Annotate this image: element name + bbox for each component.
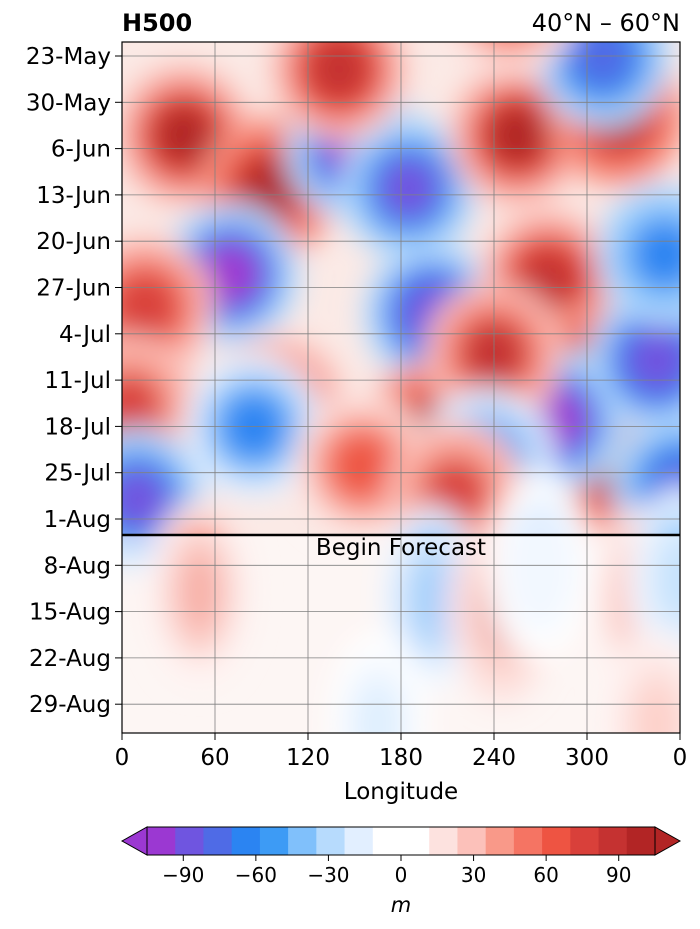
y-tick-label-3: 13-Jun [36, 183, 111, 209]
colorbar-segment-15 [570, 827, 600, 855]
colorbar-label: m [391, 893, 411, 917]
colorbar-tick-label-5: 60 [533, 863, 558, 887]
colorbar-extend-high [654, 826, 682, 856]
anomaly-blob-9-level-2 [570, 42, 635, 90]
anomaly-blob-7-level-2 [485, 101, 550, 169]
x-tick-label-3: 180 [379, 745, 423, 771]
y-tick-label-5: 27-Jun [36, 276, 111, 302]
anomaly-blob-20-level-2 [122, 372, 162, 441]
anomaly-blob-26-level-2 [330, 432, 395, 500]
y-tick-label-9: 25-Jul [44, 461, 111, 487]
colorbar-segment-12 [485, 827, 515, 855]
forecast-begin-annotation: Begin Forecast [316, 535, 486, 561]
y-tick-label-6: 4-Jul [59, 322, 111, 348]
x-tick-label-6: 0 [673, 745, 688, 771]
anomaly-blob-25-level-1 [475, 42, 544, 56]
colorbar-segment-10 [429, 827, 458, 855]
colorbar-tick-label-6: 90 [606, 863, 631, 887]
x-axis-label: Longitude [344, 779, 458, 805]
y-tick-label-2: 6-Jun [51, 137, 111, 163]
x-axis-ticks: 0 60 120 180 240 300 0 [115, 733, 688, 771]
y-tick-label-0: 23-May [26, 44, 111, 70]
anomaly-blob-21-level-2 [122, 465, 170, 533]
colorbar-segment-1 [175, 827, 204, 855]
anomaly-blob-19-level-2 [122, 273, 178, 341]
colorbar-tick-label-1: −60 [235, 863, 277, 887]
x-tick-label-0: 0 [115, 745, 130, 771]
colorbar-segment-9 [401, 827, 430, 855]
chart-title-right: 40°N – 60°N [532, 9, 680, 37]
colorbar-segment-7 [344, 827, 374, 855]
y-tick-label-8: 18-Jul [44, 414, 111, 440]
y-tick-label-11: 8-Aug [44, 553, 111, 579]
anomaly-blob-14-level-2 [624, 326, 680, 394]
colorbar-segment-3 [231, 827, 261, 855]
anomaly-blob-6-level-2 [306, 42, 372, 103]
colorbar-tick-label-2: −30 [307, 863, 349, 887]
anomaly-blob-3-level-2 [376, 154, 441, 222]
anomaly-blob-25-level-0 [451, 42, 568, 76]
colorbar-tick-label-4: 30 [461, 863, 486, 887]
anomaly-blob-1-level-2 [237, 154, 302, 222]
colorbar-segment-2 [203, 827, 233, 855]
colorbar: −90 −60 −30 0 30 60 90 [120, 826, 682, 887]
y-tick-label-12: 15-Aug [29, 600, 111, 626]
colorbar-extend-low [120, 826, 148, 856]
y-tick-label-1: 30-May [26, 90, 111, 116]
y-tick-label-13: 22-Aug [29, 646, 111, 672]
colorbar-segment-5 [288, 827, 317, 855]
chart-title-left: H500 [122, 9, 192, 37]
colorbar-segment-13 [513, 827, 543, 855]
y-axis-ticks: 23-May 30-May 6-Jun 13-Jun 20-Jun 27-Jun 4-Jul… [26, 44, 122, 718]
colorbar-segment-0 [147, 827, 176, 855]
y-tick-label-14: 29-Aug [29, 692, 111, 718]
colorbar-segment-16 [598, 827, 628, 855]
plot-grid [122, 42, 680, 733]
y-tick-label-4: 20-Jun [36, 229, 111, 255]
y-tick-label-10: 1-Aug [44, 507, 111, 533]
x-tick-label-5: 300 [565, 745, 609, 771]
y-tick-label-7: 11-Jul [44, 368, 111, 394]
colorbar-tick-label-0: −90 [162, 863, 204, 887]
x-tick-label-2: 120 [286, 745, 330, 771]
anomaly-blob-15-level-2 [632, 220, 680, 289]
colorbar-tick-label-3: 0 [395, 863, 408, 887]
anomaly-blob-0-level-2 [151, 101, 217, 169]
colorbar-segment-14 [542, 827, 571, 855]
anomaly-blob-4-level-2 [198, 240, 263, 308]
colorbar-segment-4 [259, 827, 289, 855]
colorbar-segment-6 [316, 827, 346, 855]
x-tick-label-4: 240 [472, 745, 516, 771]
colorbar-segment-17 [626, 827, 656, 855]
x-tick-label-1: 60 [200, 745, 229, 771]
colorbar-segment-11 [457, 827, 487, 855]
colorbar-segment-8 [372, 827, 402, 855]
